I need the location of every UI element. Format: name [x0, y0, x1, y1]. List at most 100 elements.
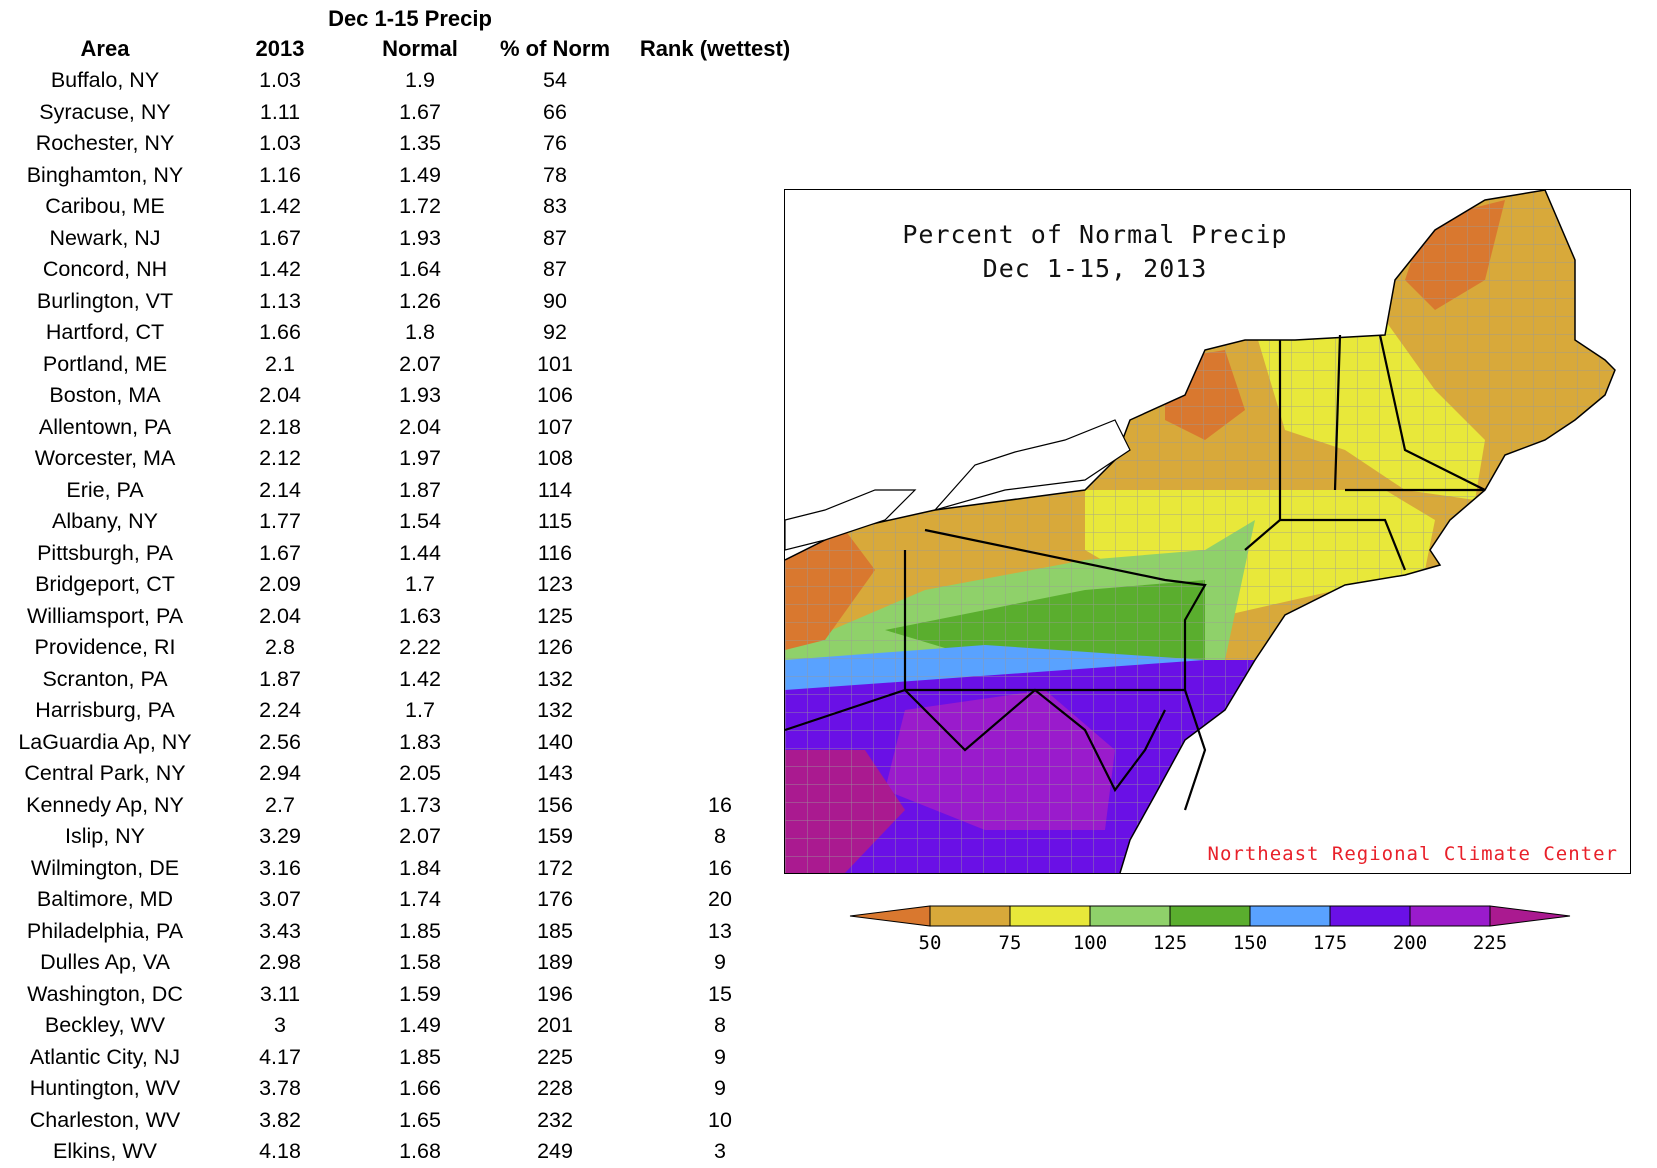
cell-2013: 1.77 — [259, 509, 301, 533]
cell-pct-of-norm: 189 — [537, 950, 573, 974]
cell-2013: 1.67 — [259, 225, 301, 250]
cell-area: Providence, RI — [34, 635, 176, 659]
table-row: Concord, NH 1.42 1.64 87 — [0, 254, 820, 286]
column-header-area: Area — [80, 36, 130, 61]
table-row: Philadelphia, PA 3.43 1.85 185 13 — [0, 916, 820, 948]
cell-area: Scranton, PA — [42, 666, 168, 691]
cell-area: Central Park, NY — [24, 761, 186, 785]
cell-normal: 1.49 — [399, 162, 441, 187]
cell-rank: 13 — [708, 918, 732, 943]
table-body: Buffalo, NY 1.03 1.9 54 Syracuse, NY 1.11 1.67… — [0, 65, 820, 1168]
cell-normal: 1.66 — [399, 1076, 441, 1100]
table-row: Binghamton, NY 1.16 1.49 78 — [0, 160, 820, 192]
table-row: Albany, NY 1.77 1.54 115 — [0, 506, 820, 538]
cell-pct-of-norm: 232 — [537, 1107, 573, 1132]
cell-normal: 1.84 — [399, 855, 441, 880]
cell-2013: 1.42 — [259, 257, 301, 281]
cell-normal: 1.85 — [399, 1044, 441, 1069]
cell-area: Atlantic City, NJ — [29, 1044, 181, 1069]
cell-2013: 2.7 — [265, 792, 295, 817]
cell-area: Pittsburgh, PA — [37, 540, 173, 565]
cell-2013: 2.04 — [259, 383, 301, 407]
lake-erie — [785, 489, 917, 551]
cell-rank: 9 — [714, 950, 726, 974]
cell-pct-of-norm: 196 — [537, 981, 573, 1006]
legend-swatch-lt-50 — [849, 905, 931, 927]
cell-area: Harrisburg, PA — [35, 698, 175, 722]
table-row: Scranton, PA 1.87 1.42 132 — [0, 664, 820, 696]
table-row: Dulles Ap, VA 2.98 1.58 189 9 — [0, 947, 820, 979]
cell-pct-of-norm: 116 — [537, 540, 573, 565]
cell-area: Caribou, ME — [45, 194, 165, 218]
legend-swatch-200-225 — [1409, 905, 1491, 927]
cell-pct-of-norm: 125 — [537, 603, 573, 628]
cell-pct-of-norm: 228 — [537, 1076, 573, 1100]
cell-pct-of-norm: 132 — [537, 666, 573, 691]
legend-label: 100 — [1072, 932, 1108, 954]
cell-normal: 1.35 — [399, 131, 441, 155]
map-title-line1: Percent of Normal Precip — [902, 220, 1288, 249]
cell-area: Concord, NH — [42, 257, 168, 281]
cell-normal: 1.7 — [405, 572, 435, 596]
table-row: Worcester, MA 2.12 1.97 108 — [0, 443, 820, 475]
legend-swatch-75-100 — [1009, 905, 1091, 927]
cell-area: Allentown, PA — [38, 414, 172, 439]
cell-normal: 1.63 — [399, 603, 441, 628]
cell-area: Washington, DC — [27, 981, 183, 1006]
cell-normal: 1.8 — [405, 320, 435, 344]
table-row: Burlington, VT 1.13 1.26 90 — [0, 286, 820, 318]
cell-pct-of-norm: 101 — [537, 351, 573, 376]
cell-2013: 2.14 — [259, 477, 301, 502]
cell-pct-of-norm: 156 — [537, 792, 573, 817]
cell-pct-of-norm: 201 — [537, 1013, 573, 1037]
legend-swatch-gt-225 — [1489, 905, 1571, 927]
legend-label: 50 — [918, 932, 942, 954]
cell-area: Syracuse, NY — [39, 99, 171, 124]
table-row: Newark, NJ 1.67 1.93 87 — [0, 223, 820, 255]
cell-normal: 1.65 — [399, 1107, 441, 1132]
legend-swatch-175-200 — [1329, 905, 1411, 927]
cell-2013: 1.13 — [259, 288, 301, 313]
cell-2013: 2.98 — [259, 950, 301, 974]
cell-normal: 1.7 — [405, 698, 435, 722]
table-row: Huntington, WV 3.78 1.66 228 9 — [0, 1073, 820, 1105]
cell-pct-of-norm: 76 — [543, 131, 567, 155]
table-row: Buffalo, NY 1.03 1.9 54 — [0, 65, 820, 97]
cell-2013: 2.09 — [259, 572, 301, 596]
legend-swatch-150-175 — [1249, 905, 1331, 927]
cell-rank: 8 — [714, 1013, 726, 1037]
map-canvas — [785, 190, 1616, 873]
legend-label: 125 — [1152, 932, 1188, 954]
color-legend: 50 75 100 125 150 175 200 225 — [820, 900, 1600, 960]
cell-area: Portland, ME — [42, 351, 168, 376]
cell-2013: 1.66 — [259, 320, 301, 344]
cell-pct-of-norm: 176 — [537, 887, 573, 911]
legend-swatch-125-150 — [1169, 905, 1251, 927]
cell-normal: 1.74 — [399, 887, 441, 911]
cell-2013: 4.18 — [259, 1139, 301, 1163]
cell-area: Binghamton, NY — [26, 162, 184, 187]
cell-rank: 9 — [714, 1044, 726, 1069]
table-row: Allentown, PA 2.18 2.04 107 — [0, 412, 820, 444]
cell-normal: 1.93 — [399, 383, 441, 407]
cell-normal: 2.04 — [399, 414, 441, 439]
lake-ontario — [933, 419, 1131, 512]
column-header-pct-of-norm: % of Norm — [500, 36, 610, 61]
cell-2013: 2.1 — [265, 351, 295, 376]
cell-2013: 3.29 — [259, 824, 301, 848]
cell-pct-of-norm: 126 — [537, 635, 573, 659]
coastline — [785, 190, 1616, 873]
cell-rank: 16 — [708, 855, 732, 880]
cell-2013: 1.16 — [259, 162, 301, 187]
table-row: Caribou, ME 1.42 1.72 83 — [0, 191, 820, 223]
cell-normal: 1.42 — [399, 666, 441, 691]
cell-normal: 2.07 — [399, 824, 441, 848]
cell-area: Islip, NY — [64, 824, 146, 848]
table-row: Central Park, NY 2.94 2.05 143 — [0, 758, 820, 790]
map-title-line2: Dec 1-15, 2013 — [982, 254, 1208, 283]
cell-pct-of-norm: 172 — [537, 855, 573, 880]
cell-pct-of-norm: 106 — [537, 383, 573, 407]
cell-normal: 1.44 — [399, 540, 441, 565]
cell-pct-of-norm: 225 — [537, 1044, 573, 1069]
cell-2013: 2.24 — [259, 698, 301, 722]
